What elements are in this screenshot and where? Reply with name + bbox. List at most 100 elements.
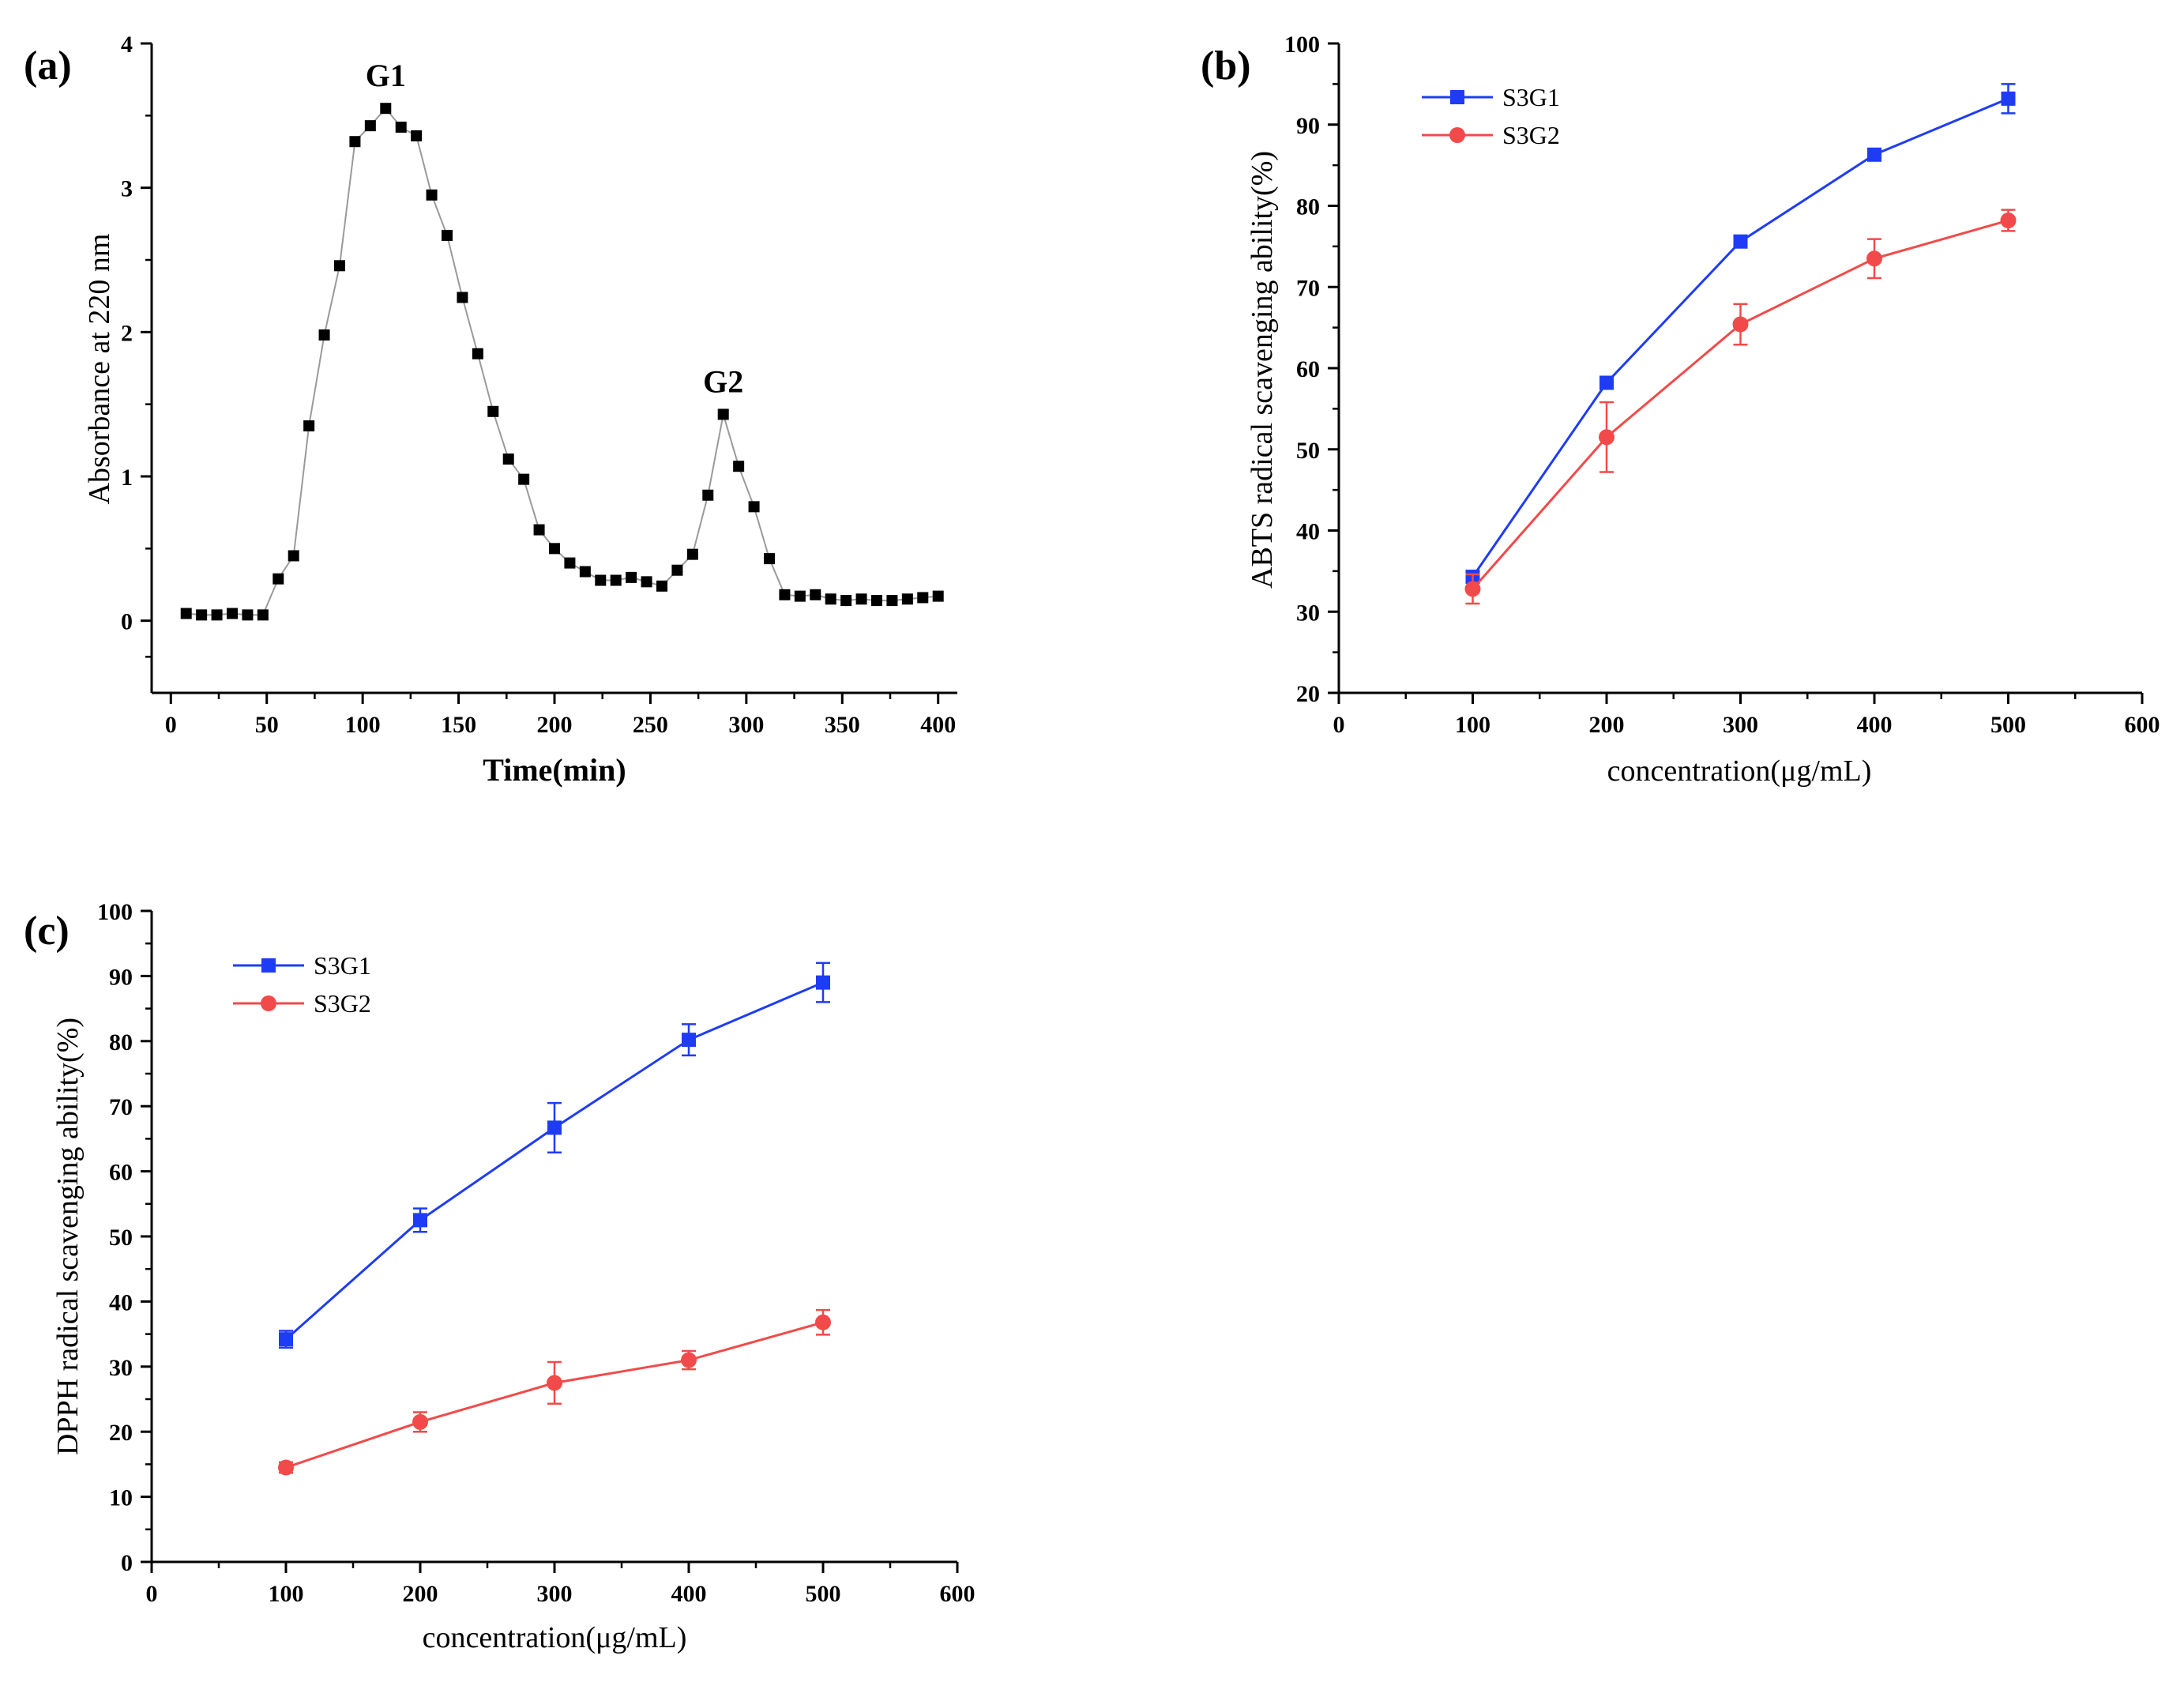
panel-a-y-tick-label: 4 (121, 32, 133, 58)
panel-c-plot: 0 100 200 300 400 500 600 0 10 20 30 40 50 60 70 80 90 10… (97, 899, 975, 1607)
panel-b-series-0-point (2001, 91, 2016, 106)
panel-a-x-tick-label: 300 (728, 712, 764, 738)
panel-b-legend-label: S3G2 (1502, 121, 1560, 149)
panel-a-series-0-point (549, 543, 560, 555)
panel-b-y-tick-label: 50 (1296, 438, 1320, 464)
panel-a-series-0-point (886, 595, 898, 607)
panel-a-series-0-point (502, 453, 514, 465)
panel-c-y-tick-label: 100 (97, 899, 133, 925)
panel-a-series-0-point (579, 566, 591, 578)
panel-b-x-tick-label: 400 (1857, 712, 1893, 738)
panel-b-y-tick-label: 100 (1284, 32, 1320, 58)
panel-a-series-0-point (426, 189, 438, 201)
panel-a-series-0-point (825, 593, 836, 605)
panel-a-series-0-point (196, 609, 208, 621)
panel-a-series-0-point (917, 592, 929, 604)
panel-c-legend-marker (261, 995, 276, 1011)
panel-a-series-0-point (641, 576, 652, 588)
panel-a-series-0-point (180, 608, 192, 619)
panel-c-y-tick-label: 90 (109, 964, 133, 990)
panel-a-x-tick-label: 200 (537, 712, 573, 738)
panel-c-series-0-point (682, 1033, 696, 1048)
panel-c-y-tick-label: 50 (109, 1225, 133, 1251)
panel-a-y-tick-label: 2 (121, 320, 133, 346)
panel-c-y-tick-label: 70 (109, 1094, 133, 1120)
panel-b-x-tick-label: 600 (2125, 712, 2160, 738)
panel-a-y-tick-label: 1 (121, 465, 133, 491)
panel-c-series-0-point (279, 1332, 293, 1347)
panel-b-series-0-point (1867, 147, 1881, 162)
panel-a-series-0-point (395, 121, 407, 133)
panel-c-series-1-point (278, 1459, 294, 1476)
panel-b-x-tick-label: 300 (1723, 712, 1758, 738)
panel-c-legend-label: S3G2 (314, 989, 371, 1018)
panel-a-series-0-point (779, 589, 791, 600)
panel-c-y-tick-label: 0 (121, 1550, 133, 1576)
panel-a-series-0-point (686, 548, 698, 560)
panel-a-series-0-point (871, 595, 882, 607)
panel-b-x-axis-label: concentration(μg/mL) (1607, 754, 1872, 788)
panel-c-y-tick-label: 80 (109, 1029, 133, 1055)
panel-a-series-0-point (442, 229, 453, 241)
panel-a-series-0-point (227, 608, 238, 619)
panel-a-series-0-point (764, 553, 775, 565)
panel-c-legend-label: S3G1 (314, 951, 371, 980)
panel-a-series-0-point (610, 574, 622, 586)
panel-b-plot: 0 100 200 300 400 500 600 20 30 40 50 60 70 80 90 100 S3… (1284, 32, 2160, 738)
panel-a-series-0-point (487, 405, 499, 417)
panel-b-legend-marker (1450, 90, 1464, 104)
panel-a-x-tick-label: 100 (345, 712, 381, 738)
panel-a-series-0-point (702, 489, 714, 501)
panel-c-x-axis-label: concentration(μg/mL) (423, 1621, 687, 1654)
panel-a-x-tick-label: 0 (165, 712, 177, 738)
panel-b-series-1-point (1866, 250, 1882, 267)
panel-b-y-tick-label: 80 (1296, 194, 1320, 220)
panel-c: (c) 0 100 200 300 400 500 600 0 10 20 30 40 50 60 70 80… (24, 899, 975, 1654)
panel-c-x-tick-label: 400 (671, 1581, 707, 1607)
panel-a-series-0-point (733, 461, 745, 472)
panel-c-x-tick-label: 200 (403, 1581, 438, 1607)
panel-a-series-0-point (242, 609, 254, 621)
panel-b: (b) 0 100 200 300 400 500 600 20 30 40 50 60 70 80 90 1… (1201, 32, 2160, 788)
panel-c-series-1-point (815, 1314, 831, 1330)
panel-c-y-tick-label: 60 (109, 1160, 133, 1186)
panel-a-series-0-point (533, 524, 545, 536)
panel-a-x-axis-label: Time(min) (483, 752, 626, 788)
panel-a-series-0-point (748, 501, 760, 513)
panel-a-series-0-point (411, 130, 423, 141)
panel-a-x-tick-label: 150 (441, 712, 476, 738)
panel-a-series-0-point (932, 590, 944, 602)
panel-a-x-tick-label: 400 (920, 712, 956, 738)
panel-c-series-0-point (816, 975, 830, 990)
panel-a-label: (a) (24, 43, 72, 88)
panel-a-series-0-point (810, 589, 821, 600)
panel-a-series-0-point (564, 557, 576, 569)
panel-a-series-0-point (595, 574, 607, 586)
panel-b-series-1-point (1464, 581, 1481, 597)
panel-c-y-tick-label: 40 (109, 1289, 133, 1315)
panel-c-y-tick-label: 10 (109, 1485, 133, 1511)
panel-b-series-1-point (1732, 316, 1749, 333)
panel-a-series-0-point (318, 329, 330, 341)
panel-a-series-0-point (671, 564, 683, 576)
panel-b-legend-marker (1449, 127, 1465, 143)
panel-a-x-tick-label: 50 (255, 712, 279, 738)
panel-c-x-tick-label: 500 (806, 1581, 841, 1607)
panel-a-series-0-point (717, 408, 729, 420)
panel-b-y-tick-label: 40 (1296, 519, 1320, 545)
panel-c-label: (c) (24, 909, 70, 954)
panel-a-series-0-point (334, 260, 345, 272)
panel-b-y-tick-label: 30 (1296, 600, 1320, 626)
panel-a-series-0-point (794, 590, 806, 602)
panel-a-series-0-point (273, 573, 284, 585)
panel-a-series-0-point (472, 348, 483, 359)
panel-b-series-0-point (1599, 375, 1614, 390)
panel-a-series-0-point (303, 420, 315, 432)
panel-a-series-0-point (211, 609, 223, 621)
panel-c-x-tick-label: 300 (537, 1581, 573, 1607)
panel-b-x-tick-label: 0 (1333, 712, 1345, 738)
panel-b-series-0-point (1733, 234, 1748, 249)
panel-c-x-tick-label: 100 (269, 1581, 304, 1607)
panel-a-series-0-point (855, 593, 867, 605)
